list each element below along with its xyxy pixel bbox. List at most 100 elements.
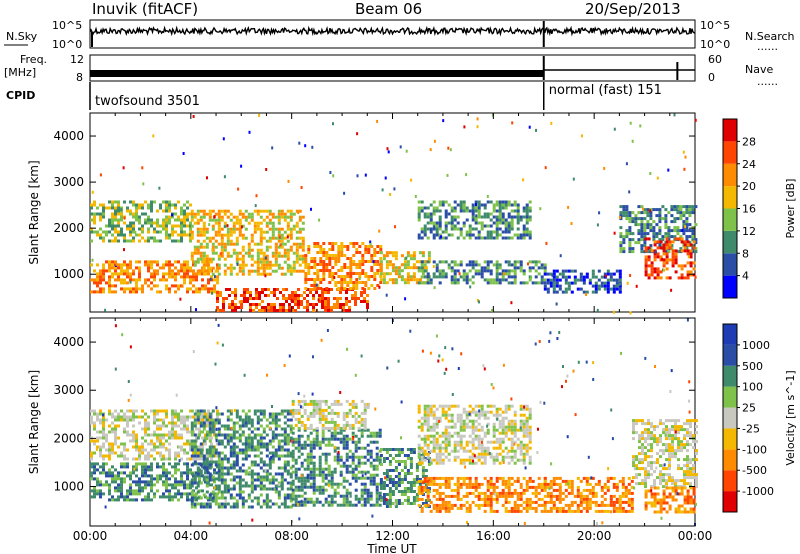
scatter-cell bbox=[303, 394, 306, 398]
colorbar-tick-label: 100 bbox=[742, 381, 763, 394]
scatter-cell bbox=[567, 205, 570, 209]
scatter-cell bbox=[327, 484, 330, 488]
ytick-label: 1000 bbox=[53, 480, 84, 494]
date-label: 20/Sep/2013 bbox=[585, 0, 681, 18]
nsky-trace bbox=[89, 21, 696, 47]
scatter-cell bbox=[421, 349, 424, 353]
scatter-cell bbox=[192, 115, 195, 118]
scatter-cell bbox=[290, 299, 293, 302]
scatter-cell bbox=[223, 175, 226, 179]
colorbar-tick-label: -25 bbox=[742, 422, 760, 435]
scatter-cell bbox=[271, 405, 273, 408]
scatter-cell bbox=[300, 474, 303, 478]
scatter-cell bbox=[502, 461, 505, 464]
scatter-cell bbox=[628, 190, 631, 194]
scatter-cell bbox=[613, 310, 615, 314]
scatter-cell bbox=[299, 405, 302, 409]
scatter-cell bbox=[310, 207, 312, 211]
scatter-cell bbox=[486, 424, 489, 428]
scatter-cell bbox=[211, 291, 213, 295]
scatter-cell bbox=[273, 488, 276, 491]
scatter-cell bbox=[537, 427, 539, 431]
scatter-cell bbox=[372, 260, 375, 264]
colorbar-tick-label: -100 bbox=[742, 443, 767, 456]
scatter-cell bbox=[633, 467, 636, 471]
ytick-label: 3000 bbox=[53, 383, 84, 397]
scatter-cell bbox=[527, 262, 529, 266]
scatter-cell bbox=[290, 409, 293, 413]
scatter-cell bbox=[549, 331, 552, 335]
scatter-cell bbox=[694, 118, 697, 122]
scatter-cell bbox=[469, 285, 472, 289]
scatter-cell bbox=[221, 343, 224, 347]
scatter-cell bbox=[384, 481, 386, 485]
colorbar-tick-label: 12 bbox=[742, 225, 756, 238]
scatter-cell bbox=[248, 130, 251, 134]
scatter-cell bbox=[296, 503, 299, 507]
colorbar-tick-label: 8 bbox=[742, 247, 749, 260]
freq-tick-top: 12 bbox=[70, 53, 84, 66]
scatter-cell bbox=[511, 121, 514, 125]
scatter-cell bbox=[384, 176, 387, 180]
scatter-cell bbox=[458, 272, 461, 276]
freq-tick-bottom: 8 bbox=[76, 71, 83, 84]
scatter-cell bbox=[486, 195, 489, 198]
scatter-cell bbox=[368, 403, 371, 407]
power-panel: 1000 2000 3000 4000 Slant Range [km] 4 8 12 16 20… bbox=[27, 112, 797, 315]
scatter-cell bbox=[227, 489, 230, 492]
scatter-cell bbox=[378, 285, 381, 289]
scatter-cell bbox=[473, 454, 476, 458]
scatter-cell bbox=[297, 211, 300, 215]
scatter-cell bbox=[114, 367, 117, 371]
scatter-cell bbox=[421, 481, 424, 485]
scatter-cell bbox=[444, 346, 447, 350]
beam-label: Beam 06 bbox=[355, 0, 422, 18]
scatter-cell bbox=[661, 268, 664, 272]
scatter-cell bbox=[457, 367, 460, 370]
scatter-cell bbox=[122, 166, 125, 170]
colorbar-label: Velocity [m s^-1] bbox=[784, 370, 797, 465]
scatter-cell bbox=[491, 309, 493, 312]
scatter-cell bbox=[528, 125, 531, 129]
colorbar-tick-label: 4 bbox=[742, 270, 749, 283]
scatter-cell bbox=[472, 459, 474, 463]
scatter-cell bbox=[318, 408, 321, 411]
scatter-cell bbox=[506, 451, 509, 455]
scatter-cell bbox=[361, 474, 364, 478]
scatter-cell bbox=[311, 145, 314, 149]
scatter-cell bbox=[271, 146, 274, 150]
scatter-cell bbox=[104, 505, 107, 509]
ytick-label: 4000 bbox=[53, 129, 84, 143]
scatter-cell bbox=[326, 329, 329, 332]
scatter-cell bbox=[369, 242, 372, 246]
data-band bbox=[543, 476, 634, 513]
scatter-cell bbox=[356, 132, 359, 136]
time-axis: 00:00 04:00 08:00 12:00 16:00 20:00 00:00 bbox=[73, 529, 713, 543]
data-band bbox=[417, 200, 532, 240]
scatter-cell bbox=[438, 354, 441, 358]
scatter-cell bbox=[475, 203, 477, 207]
scatter-cell bbox=[660, 516, 663, 520]
scatter-cell bbox=[269, 426, 272, 430]
scatter-cell bbox=[371, 514, 374, 518]
scatter-cell bbox=[655, 466, 658, 470]
scatter-cell bbox=[590, 476, 593, 480]
scatter-cell bbox=[222, 137, 225, 141]
scatter-cell bbox=[510, 397, 513, 401]
colorbar-segment bbox=[723, 491, 737, 512]
scatter-cell bbox=[133, 467, 136, 471]
scatter-cell bbox=[265, 168, 268, 171]
colorbar-segment bbox=[723, 275, 737, 298]
scatter-cell bbox=[642, 207, 645, 211]
scatter-cell bbox=[688, 399, 691, 403]
scatter-cell bbox=[254, 204, 257, 208]
scatter-cell bbox=[278, 235, 281, 239]
scatter-cell bbox=[682, 150, 685, 154]
scatter-cell bbox=[570, 222, 573, 225]
scatter-cell bbox=[494, 492, 497, 496]
scatter-cell bbox=[548, 339, 551, 343]
nsky-line bbox=[89, 25, 696, 37]
scatter-cell bbox=[311, 392, 314, 396]
scatter-cell bbox=[318, 218, 321, 222]
scatter-cell bbox=[179, 297, 182, 301]
